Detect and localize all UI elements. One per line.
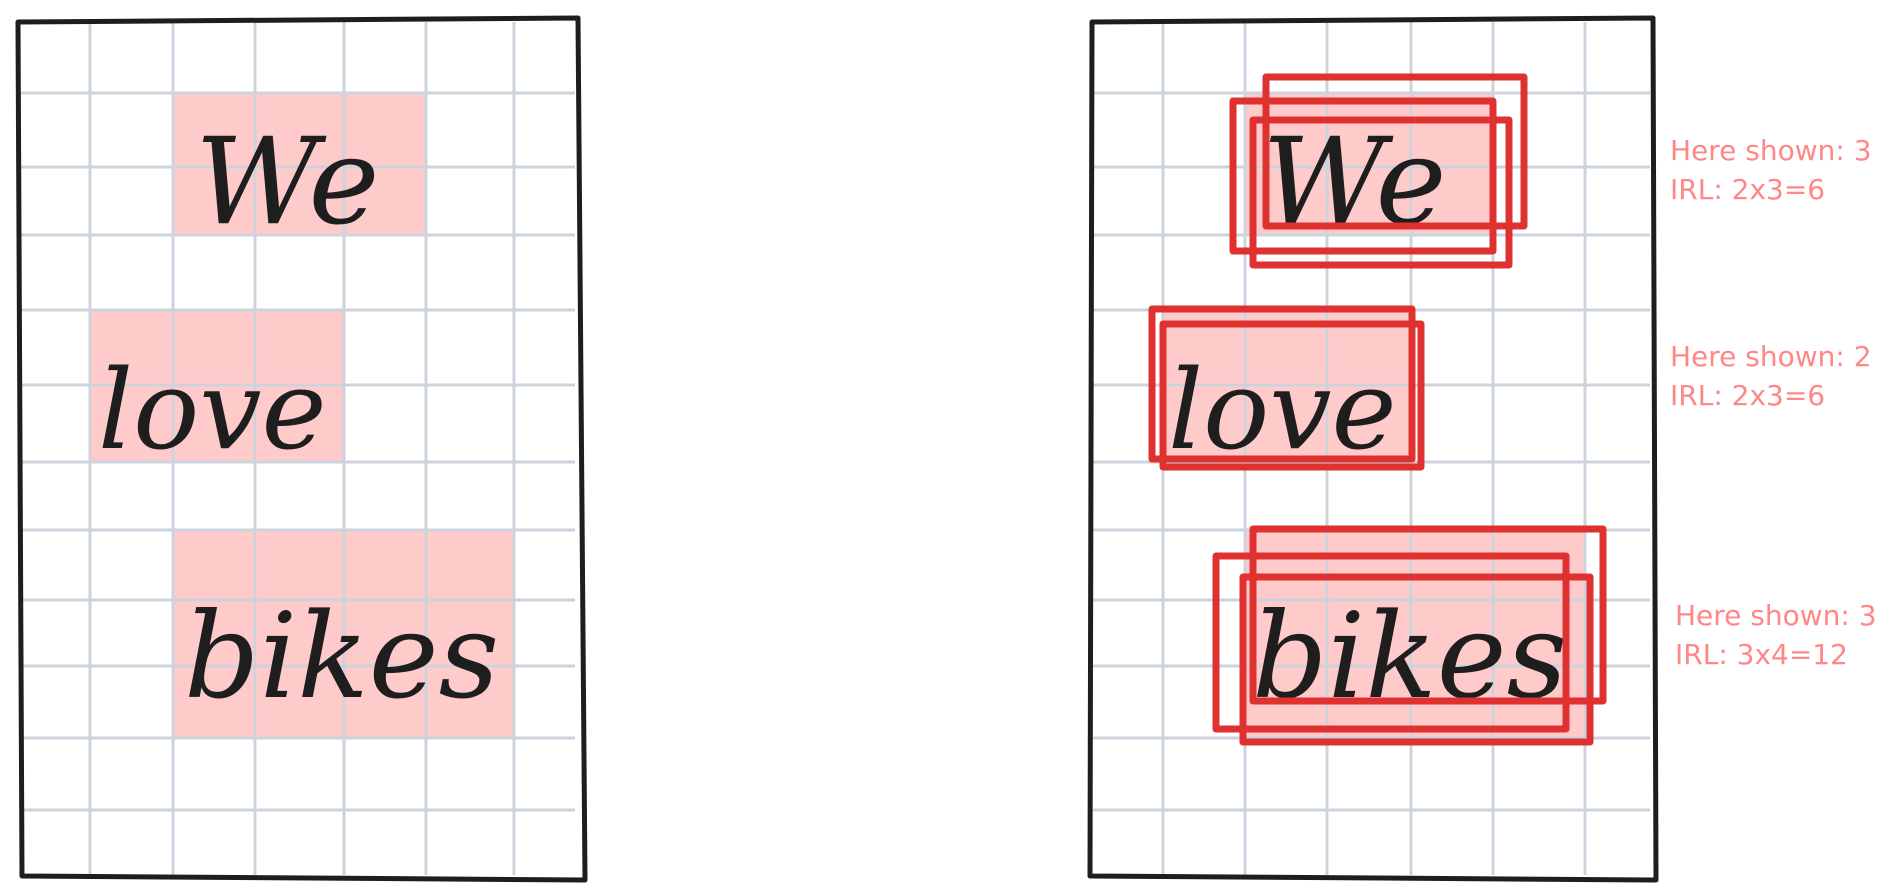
box-bikes-1	[1249, 525, 1607, 705]
annotation-we-irl: IRL: 2x3=6	[1670, 173, 1825, 206]
annotation-bikes-shown: Here shown: 3	[1675, 599, 1877, 632]
right-word-we: We	[1262, 113, 1447, 252]
annotation-bikes-irl: IRL: 3x4=12	[1675, 638, 1848, 671]
box-we-2	[1229, 97, 1497, 255]
box-bikes-2	[1212, 552, 1570, 733]
annotation-love-shown: Here shown: 2	[1670, 340, 1872, 373]
left-frame	[15, 15, 588, 883]
boxes-bikes	[1212, 525, 1607, 746]
annotations: Here shown: 3 IRL: 2x3=6 Here shown: 2 I…	[1670, 134, 1877, 671]
box-we-1	[1262, 73, 1528, 230]
right-frame	[1087, 15, 1659, 883]
left-grid	[20, 22, 575, 875]
annotation-we-shown: Here shown: 3	[1670, 134, 1872, 167]
box-we-3	[1249, 116, 1513, 269]
boxes-we	[1229, 73, 1528, 269]
left-highlight-we	[173, 93, 426, 235]
left-word-bikes: bikes	[184, 587, 499, 725]
left-panel: We love bikes	[15, 15, 588, 883]
right-word-love: love	[1168, 346, 1397, 474]
box-bikes-3	[1239, 573, 1594, 746]
boxes-love	[1148, 305, 1425, 471]
left-word-we: We	[195, 113, 380, 252]
annotation-love-irl: IRL: 2x3=6	[1670, 379, 1825, 412]
box-love-1	[1148, 305, 1416, 463]
left-word-love: love	[98, 346, 327, 474]
box-love-2	[1159, 320, 1425, 471]
right-panel: We love bikes	[1087, 15, 1659, 883]
